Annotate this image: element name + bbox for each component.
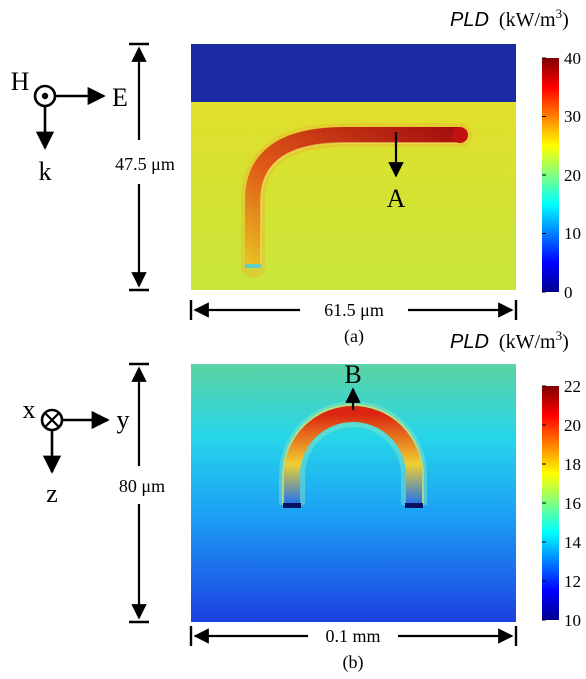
cbar-a-tick-label-3: 10 — [564, 224, 581, 243]
cbar-a-bar — [542, 58, 559, 292]
cbar-b-tick-label-3: 16 — [564, 494, 581, 513]
cbar-b-tick-label-5: 12 — [564, 572, 581, 591]
waveguide-b-left-base — [283, 503, 301, 508]
waveguide-b — [284, 406, 422, 505]
cbar-a-tick-label-2: 20 — [564, 166, 581, 185]
cbar-b-tick-label-2: 18 — [564, 455, 581, 474]
waveguide-a-inner-edge — [260, 142, 460, 266]
cbar-b-tick-label-1: 20 — [564, 416, 581, 435]
panel-a: A 47.5 μm 61.5 μm (a) H E k PLD (kW/m3) — [11, 6, 581, 347]
axis-z-label: z — [46, 479, 58, 508]
cbar-a-tick-label-0: 40 — [564, 49, 581, 68]
axis-y-label: y — [117, 405, 130, 434]
dim-b-height-label: 80 μm — [119, 476, 165, 496]
cbar-b-ticks — [542, 385, 546, 621]
axis-e-label: E — [112, 83, 128, 112]
axis-x-label: x — [23, 395, 36, 424]
axis-h-symbol-dot — [41, 92, 49, 100]
cbar-b-tick-label-0: 22 — [564, 377, 581, 396]
dim-a-height-label: 47.5 μm — [115, 154, 175, 174]
waveguide-a — [245, 127, 460, 266]
waveguide-b-right-base — [405, 503, 423, 508]
label-point-a: A — [387, 184, 406, 213]
label-point-b: B — [344, 360, 361, 389]
waveguide-a-tip — [452, 127, 468, 143]
plot-a-top-band — [191, 44, 516, 102]
cbar-a-tick-label-4: 0 — [564, 283, 573, 302]
axis-x-symbol-cross-2 — [44, 412, 60, 428]
axis-k-label: k — [39, 157, 52, 186]
cbar-a-ticks — [542, 57, 546, 293]
cbar-b-tick-label-6: 10 — [564, 611, 581, 630]
panel-b: B 80 μm 0.1 mm (b) x y z PLD (kW/m3) — [23, 328, 582, 673]
cbar-a-title: PLD (kW/m3) — [450, 6, 569, 31]
cbar-b-title: PLD (kW/m3) — [450, 328, 569, 353]
cbar-b-tick-label-4: 14 — [564, 533, 582, 552]
dim-a-width-label: 61.5 μm — [324, 300, 384, 320]
caption-a: (a) — [344, 326, 364, 347]
cbar-b-bar — [542, 386, 559, 620]
axis-h-label: H — [11, 67, 30, 96]
waveguide-a-base — [245, 264, 261, 268]
caption-b: (b) — [343, 652, 364, 673]
cbar-a-tick-label-1: 30 — [564, 107, 581, 126]
dim-b-width-label: 0.1 mm — [325, 626, 380, 646]
